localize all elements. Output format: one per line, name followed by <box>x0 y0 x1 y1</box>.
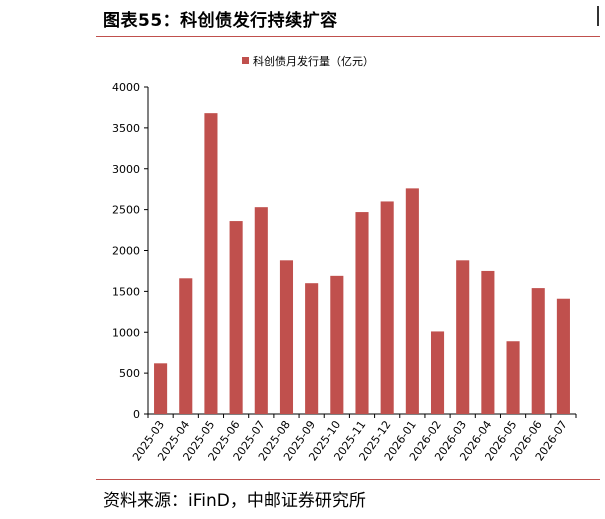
bar-2026-03 <box>456 260 470 414</box>
bar-2025-07 <box>254 207 268 414</box>
y-axis: 0 500 1000 1500 2000 2500 3000 3500 4000 <box>112 81 149 421</box>
y-tick-label: 2500 <box>112 204 140 217</box>
bar-2026-07 <box>556 298 570 414</box>
legend: 科创债月发行量（亿元） <box>242 54 374 68</box>
y-tick-label: 4000 <box>112 81 140 94</box>
bar-2025-05 <box>204 113 218 414</box>
bar-2025-08 <box>279 260 294 414</box>
legend-label: 科创债月发行量（亿元） <box>253 54 374 68</box>
bar-2025-06 <box>229 221 243 414</box>
y-tick-label: 0 <box>133 408 140 421</box>
title-divider <box>96 36 600 37</box>
bar-2026-02 <box>430 331 445 414</box>
bar-2025-04 <box>179 278 193 414</box>
bar-2025-09 <box>305 283 319 414</box>
page-edge-mark <box>597 6 605 26</box>
bar-2026-01 <box>405 188 419 414</box>
bars <box>154 113 570 414</box>
bar-2025-12 <box>380 201 394 414</box>
y-tick-label: 500 <box>119 367 140 380</box>
bar-2026-06 <box>531 288 545 414</box>
y-tick-label: 1500 <box>112 285 140 298</box>
x-axis: 2025-032025-042025-052025-062025-072025-… <box>130 413 577 463</box>
chart-title: 图表55：科创债发行持续扩容 <box>103 11 338 31</box>
legend-swatch <box>242 57 249 64</box>
bar-2025-03 <box>154 363 168 414</box>
bar-2026-04 <box>481 270 495 414</box>
source-note: 资料来源：iFinD，中邮证券研究所 <box>103 491 366 511</box>
y-tick-label: 1000 <box>112 326 140 339</box>
y-tick-label: 2000 <box>112 245 140 258</box>
y-tick-label: 3000 <box>112 163 140 176</box>
bar-2026-05 <box>506 341 520 414</box>
footer-divider <box>96 479 600 480</box>
y-tick-label: 3500 <box>112 122 140 135</box>
bar-2025-10 <box>330 275 344 414</box>
bar-2025-11 <box>355 212 369 414</box>
